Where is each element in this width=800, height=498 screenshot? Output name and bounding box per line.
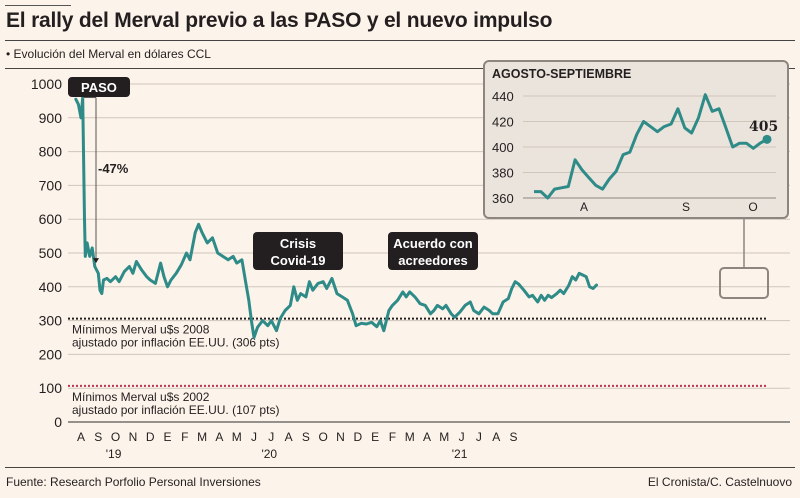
inset-last-value-label: 405 <box>749 119 778 135</box>
y-tick-label: 200 <box>39 346 63 362</box>
x-tick-label: E <box>371 430 379 444</box>
y-tick-label: 600 <box>39 211 63 227</box>
inset-y-tick-label: 440 <box>492 89 514 104</box>
x-tick-label: A <box>215 430 223 444</box>
y-tick-label: 900 <box>39 110 63 126</box>
top-accent-rule <box>5 5 71 6</box>
x-tick-label: M <box>439 430 449 444</box>
x-tick-label: S <box>509 430 517 444</box>
x-tick-label: J <box>459 430 465 444</box>
reference-label-line1: Mínimos Merval u$s 2008 <box>72 323 210 337</box>
x-tick-label: S <box>302 430 310 444</box>
year-label: '20 <box>261 447 277 461</box>
x-tick-label: E <box>163 430 171 444</box>
y-tick-label: 800 <box>39 144 63 160</box>
creditors-agreement-annotation-label-line2: acreedores <box>398 253 467 268</box>
source-note: Fuente: Research Porfolio Personal Inver… <box>6 475 261 489</box>
x-tick-label: O <box>111 430 120 444</box>
chart-subtitle: • Evolución del Merval en dólares CCL <box>6 47 211 61</box>
paso-label: PASO <box>81 80 117 95</box>
merval-series-line <box>74 96 598 339</box>
paso-label-box <box>68 77 130 97</box>
drop-percent-label: -47% <box>98 161 129 176</box>
x-tick-label: N <box>336 430 345 444</box>
title-divider <box>5 40 795 41</box>
covid-crisis-annotation-label-line1: Crisis <box>280 236 316 251</box>
footer-divider <box>5 467 795 468</box>
grid-lines <box>68 83 790 423</box>
y-tick-label: 700 <box>39 177 63 193</box>
x-tick-label: A <box>492 430 500 444</box>
inset-y-tick-label: 400 <box>492 140 514 155</box>
x-tick-label: A <box>285 430 293 444</box>
year-label: '21 <box>452 447 468 461</box>
x-tick-label: M <box>405 430 415 444</box>
x-tick-label: A <box>423 430 431 444</box>
inset-chart: AGOSTO-SEPTIEMBRE 360 380 400 420 440 A S O 405 <box>483 60 789 219</box>
y-axis-ticks: 0 100 200 300 400 500 600 700 800 900 1000 <box>31 76 62 430</box>
series-layer <box>74 96 598 339</box>
y-tick-label: 100 <box>39 380 63 396</box>
creditors-agreement-annotation-box <box>388 232 478 270</box>
x-tick-label: M <box>232 430 242 444</box>
inset-last-point <box>762 134 772 144</box>
x-tick-label: D <box>353 430 362 444</box>
x-tick-label: F <box>181 430 188 444</box>
x-tick-label: N <box>129 430 138 444</box>
year-label: '19 <box>106 447 122 461</box>
x-tick-label: O <box>319 430 328 444</box>
credit-note: El Cronista/C. Castelnuovo <box>647 475 792 489</box>
chart-title: El rally del Merval previo a las PASO y … <box>6 9 553 32</box>
y-tick-label: 1000 <box>31 76 62 92</box>
reference-label-line1: Mínimos Merval u$s 2002 <box>72 390 210 404</box>
inset-highlight-box <box>719 267 769 299</box>
y-tick-label: 0 <box>54 414 62 430</box>
inset-x-tick-label: S <box>682 200 690 214</box>
x-tick-label: J <box>476 430 482 444</box>
creditors-agreement-annotation-label-line1: Acuerdo con <box>393 236 473 251</box>
y-tick-label: 400 <box>39 279 63 295</box>
x-tick-label: S <box>94 430 102 444</box>
x-tick-label: D <box>146 430 155 444</box>
inset-y-tick-label: 420 <box>492 115 514 130</box>
x-tick-label: J <box>251 430 257 444</box>
covid-crisis-annotation-label-line2: Covid-19 <box>271 253 326 268</box>
reference-label-line2: ajustado por inflación EE.UU. (306 pts) <box>72 336 279 350</box>
covid-crisis-annotation-box <box>253 232 343 270</box>
x-tick-label: A <box>77 430 85 444</box>
x-tick-label: M <box>197 430 207 444</box>
annotations: PASO -47% Crisis Covid-19 Acuerdo con acreedo… <box>68 77 769 299</box>
subtitle-divider <box>5 68 795 69</box>
inset-x-tick-label: A <box>580 200 588 214</box>
y-tick-label: 300 <box>39 313 63 329</box>
y-tick-label: 500 <box>39 245 63 261</box>
inset-series-line <box>534 93 768 200</box>
x-tick-label: F <box>389 430 396 444</box>
x-axis-ticks: A S O N D E F M A M J J A S O N D E F M A M J J A S'19'20'21 <box>77 430 518 461</box>
reference-label-line2: ajustado por inflación EE.UU. (107 pts) <box>72 403 279 417</box>
inset-title: AGOSTO-SEPTIEMBRE <box>492 67 631 81</box>
inset-y-tick-label: 380 <box>492 166 514 181</box>
drop-arrow-icon <box>93 258 99 264</box>
inset-y-tick-label: 360 <box>492 191 514 206</box>
x-tick-label: J <box>268 430 274 444</box>
inset-x-tick-label: O <box>748 200 757 214</box>
